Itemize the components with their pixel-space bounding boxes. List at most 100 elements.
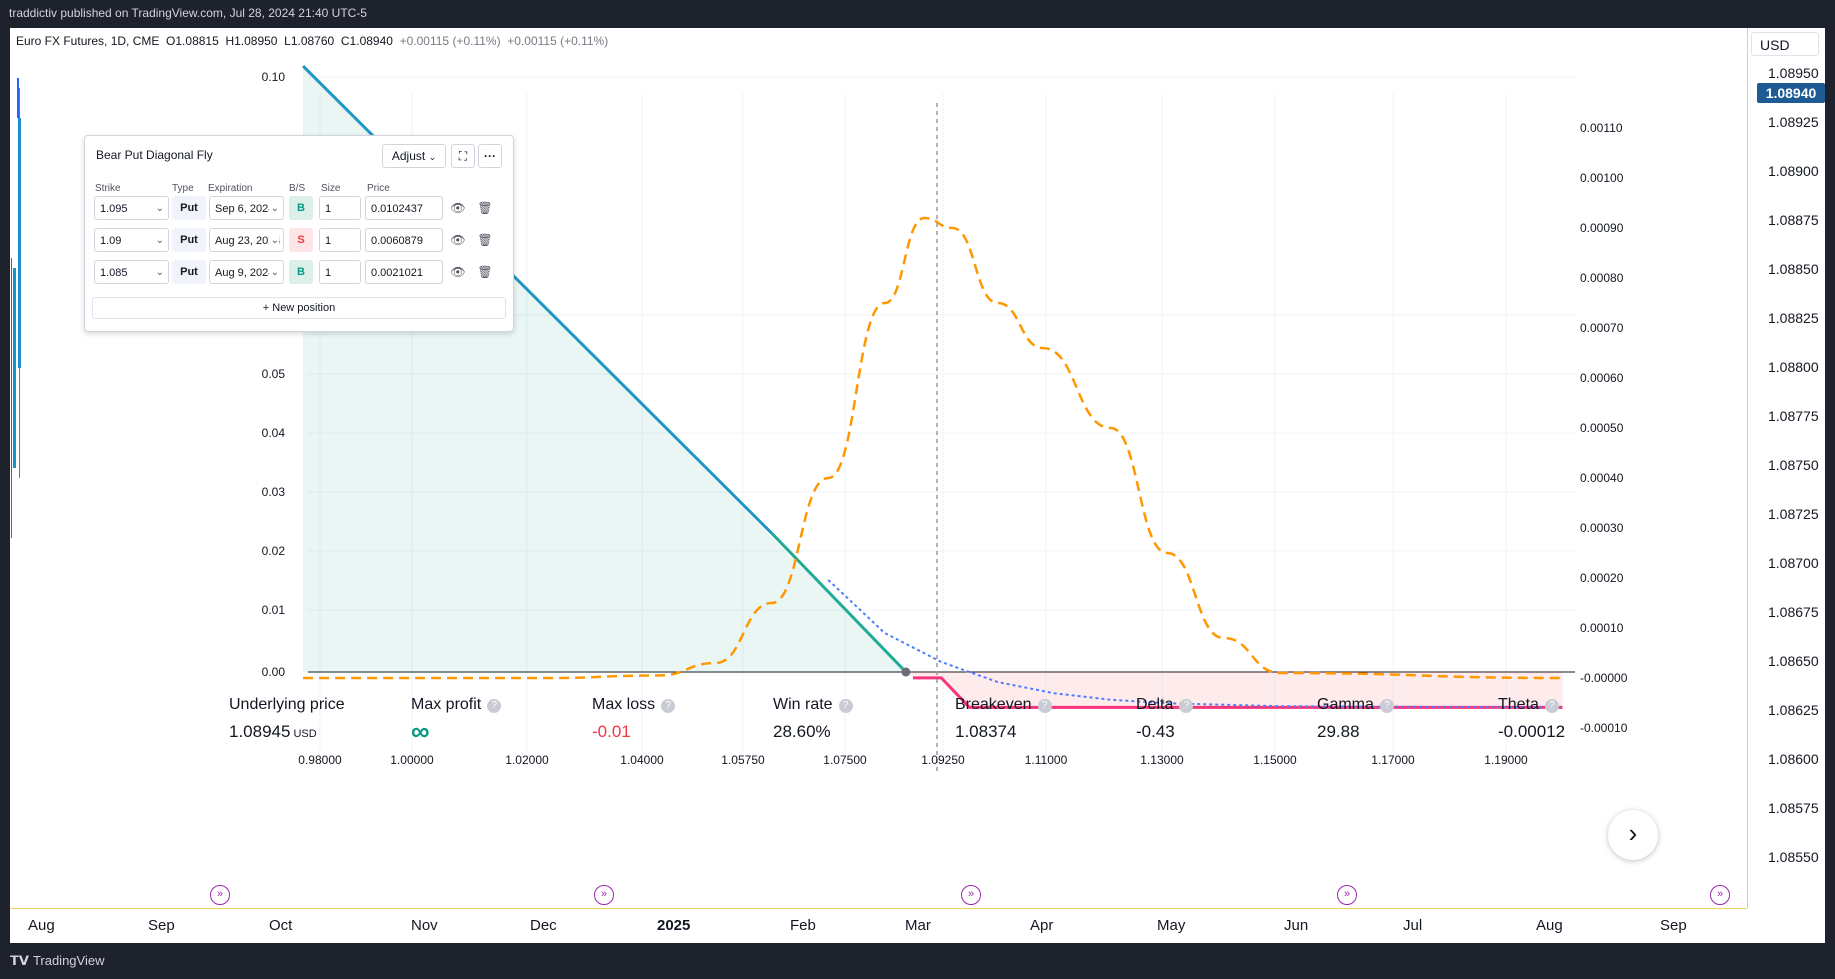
time-tick-label: Aug [28, 917, 55, 934]
help-icon[interactable]: ? [1379, 699, 1394, 713]
stat-value: 1.08374 [955, 722, 1017, 741]
x-tick-label: 1.02000 [505, 753, 549, 767]
price-axis[interactable] [1747, 28, 1826, 908]
stat-label: Underlying price [229, 696, 345, 713]
close-value: C1.08940 [340, 34, 393, 48]
chart-area[interactable]: Euro FX Futures, 1D, CME O1.08815 H1.089… [10, 28, 1825, 943]
breakeven-marker[interactable] [901, 667, 911, 677]
buy-sell-toggle[interactable]: B [289, 260, 313, 284]
eye-icon[interactable]: 👁 [450, 265, 466, 279]
more-icon[interactable]: ··· [478, 144, 502, 168]
size-input[interactable]: 1 [319, 260, 361, 284]
x-tick-label: 1.15000 [1253, 753, 1297, 767]
stat-max-profit: Max profit? ∞ [411, 696, 502, 745]
stat-value: 1.08945 USD [229, 722, 317, 741]
price-tick-label: 1.08700 [1768, 555, 1819, 571]
strike-select[interactable]: 1.095 ⌄ [94, 196, 169, 220]
y-left-tick-label: 0.05 [262, 367, 286, 381]
help-icon[interactable]: ? [661, 699, 676, 713]
symbol-name[interactable]: Euro FX Futures, 1D, CME [16, 34, 160, 48]
chevron-down-icon: ⌄ [428, 152, 437, 162]
economic-event-icon[interactable]: » [1710, 885, 1730, 905]
time-tick-label: Sep [148, 917, 175, 934]
economic-event-icon[interactable]: » [594, 885, 614, 905]
time-axis[interactable] [10, 908, 1747, 944]
economic-event-icon[interactable]: » [210, 885, 230, 905]
open-value: O1.08815 [166, 34, 219, 48]
help-icon[interactable]: ? [1037, 699, 1052, 713]
y-right-tick-label: 0.00020 [1580, 571, 1624, 585]
price-tick-label: 1.08925 [1768, 114, 1819, 130]
type-toggle[interactable]: Put [172, 260, 206, 284]
help-icon[interactable]: ? [487, 699, 502, 713]
price-tick-label: 1.08600 [1768, 751, 1819, 767]
strike-value: 1.085 [100, 267, 128, 279]
time-tick-label: Jul [1403, 917, 1423, 934]
y-right-tick-label: 0.00030 [1580, 521, 1624, 535]
chevron-right-icon: › [1628, 818, 1638, 848]
column-price: Price [367, 183, 390, 194]
price-tick-label: 1.08900 [1768, 163, 1819, 179]
expiration-select[interactable]: Aug 23, 2024 ⌄ [209, 228, 284, 252]
y-right-tick-label: 0.00060 [1580, 371, 1624, 385]
y-right-tick-label: 0.00110 [1580, 121, 1623, 135]
expiration-select[interactable]: Sep 6, 2024 ⌄ [209, 196, 284, 220]
high-value: H1.08950 [225, 34, 278, 48]
y-right-tick-label: -0.00010 [1580, 721, 1628, 735]
x-tick-label: 0.98000 [298, 753, 342, 767]
stat-delta: Delta? -0.43 [1136, 696, 1194, 742]
type-toggle[interactable]: Put [172, 196, 206, 220]
stat-value: 28.60% [773, 722, 831, 741]
stat-value: -0.43 [1136, 722, 1175, 741]
x-tick-label: 1.05750 [721, 753, 765, 767]
stat-breakeven: Breakeven? 1.08374 [955, 696, 1052, 742]
payoff-chart[interactable]: 0.98000 1.00000 1.02000 1.04000 1.05750 1.075… [10, 28, 1747, 908]
buy-sell-toggle[interactable]: B [289, 196, 313, 220]
stat-theta: Theta? -0.00012 [1498, 696, 1565, 742]
stat-label: Max profit? [411, 696, 502, 714]
price-tick-label: 1.08625 [1768, 702, 1819, 718]
price-input[interactable]: 0.0060879 [365, 228, 443, 252]
y-right-tick-label: 0.00080 [1580, 271, 1624, 285]
size-input[interactable]: 1 [319, 228, 361, 252]
strike-select[interactable]: 1.09 ⌄ [94, 228, 169, 252]
strike-select[interactable]: 1.085 ⌄ [94, 260, 169, 284]
currency-selector[interactable]: USD [1751, 32, 1819, 56]
x-tick-label: 1.11000 [1025, 753, 1068, 767]
candle-wick [19, 88, 20, 478]
expiration-select[interactable]: Aug 9, 2024 ⌄ [209, 260, 284, 284]
change-value-2: +0.00115 (+0.11%) [507, 34, 609, 48]
help-icon[interactable]: ? [838, 699, 853, 713]
price-input[interactable]: 0.0102437 [365, 196, 443, 220]
new-position-button[interactable]: + New position [92, 297, 506, 319]
column-expiration: Expiration [208, 183, 253, 194]
trash-icon[interactable]: 🗑 [477, 265, 493, 279]
expand-icon[interactable]: ⛶ [451, 144, 475, 168]
adjust-button[interactable]: Adjust ⌄ [382, 144, 446, 168]
stat-label: Win rate? [773, 696, 853, 714]
buy-sell-toggle[interactable]: S [289, 228, 313, 252]
next-stats-button[interactable]: › [1608, 810, 1658, 860]
eye-icon[interactable]: 👁 [450, 201, 466, 215]
time-tick-label: Sep [1660, 917, 1687, 934]
x-tick-label: 1.00000 [390, 753, 434, 767]
eye-icon[interactable]: 👁 [450, 233, 466, 247]
type-toggle[interactable]: Put [172, 228, 206, 252]
footer-bar: 𝗧𝗩 TradingView [0, 943, 1835, 979]
trash-icon[interactable]: 🗑 [477, 201, 493, 215]
economic-event-icon[interactable]: » [961, 885, 981, 905]
tradingview-logo[interactable]: 𝗧𝗩 TradingView [10, 953, 105, 968]
y-left-tick-label: 0.03 [262, 485, 286, 499]
help-icon[interactable]: ? [1179, 699, 1194, 713]
economic-event-icon[interactable]: » [1337, 885, 1357, 905]
price-input[interactable]: 0.0021021 [365, 260, 443, 284]
size-input[interactable]: 1 [319, 196, 361, 220]
price-tick-label: 1.08775 [1768, 408, 1819, 424]
y-right-tick-label: -0.00000 [1580, 671, 1628, 685]
time-tick-label: Aug [1536, 917, 1563, 934]
publish-bar: traddictiv published on TradingView.com,… [0, 0, 1835, 28]
help-icon[interactable]: ? [1544, 699, 1559, 713]
price-tick-label: 1.08725 [1768, 506, 1819, 522]
y-left-tick-label: 0.02 [262, 544, 286, 558]
trash-icon[interactable]: 🗑 [477, 233, 493, 247]
